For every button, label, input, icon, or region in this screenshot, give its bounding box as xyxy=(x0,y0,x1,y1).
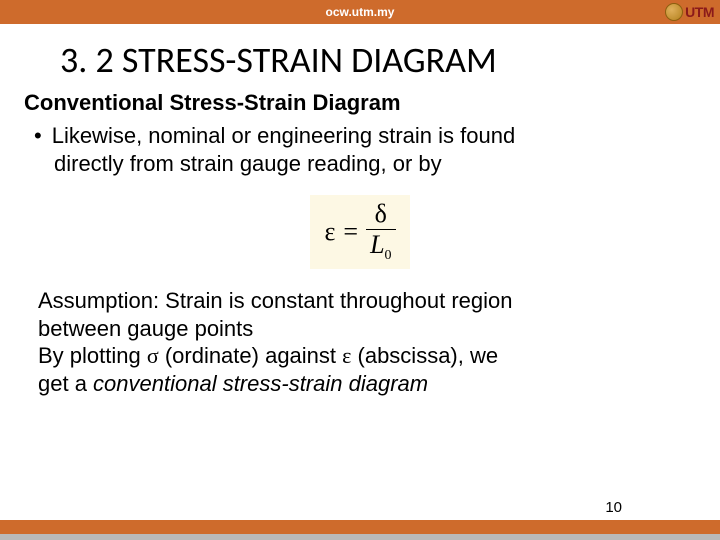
footer-orange-band xyxy=(0,520,720,534)
footer-strip xyxy=(0,520,720,540)
site-url: ocw.utm.my xyxy=(326,5,395,19)
para-l4-pre: get a xyxy=(38,371,93,396)
utm-logo-text: UTM xyxy=(685,4,714,20)
para-l3-post: (abscissa), we xyxy=(351,343,498,368)
para-l3-mid: (ordinate) against xyxy=(159,343,342,368)
para-l3-pre: By plotting xyxy=(38,343,147,368)
utm-crest-icon xyxy=(665,3,683,21)
sub-heading: Conventional Stress-Strain Diagram xyxy=(24,90,696,116)
formula-container: ε = δ L0 xyxy=(24,195,696,269)
top-header-bar: ocw.utm.my UTM xyxy=(0,0,720,24)
strain-formula: ε = δ L0 xyxy=(310,195,409,269)
formula-numerator: δ xyxy=(371,201,391,229)
formula-fraction: δ L0 xyxy=(366,201,395,263)
formula-den-L: L xyxy=(370,230,384,259)
epsilon-symbol: ε xyxy=(342,343,351,368)
bullet-text-line2: directly from strain gauge reading, or b… xyxy=(24,150,696,178)
slide-content: 3. 2 STRESS-STRAIN DIAGRAM Conventional … xyxy=(0,24,720,397)
para-line-2: between gauge points xyxy=(38,315,686,343)
utm-logo: UTM xyxy=(665,0,714,24)
slide-title: 3. 2 STRESS-STRAIN DIAGRAM xyxy=(60,38,696,82)
para-line-4: get a conventional stress-strain diagram xyxy=(38,370,686,398)
footer-grey-band xyxy=(0,534,720,540)
bullet-marker: • xyxy=(34,122,42,150)
formula-equals: = xyxy=(343,217,358,247)
sigma-symbol: σ xyxy=(147,343,159,368)
bullet-item: • Likewise, nominal or engineering strai… xyxy=(24,122,696,150)
bullet-text-line1: Likewise, nominal or engineering strain … xyxy=(52,122,515,150)
assumption-paragraph: Assumption: Strain is constant throughou… xyxy=(24,287,696,397)
formula-epsilon: ε xyxy=(324,217,335,247)
formula-denominator: L0 xyxy=(366,230,395,263)
para-line-1: Assumption: Strain is constant throughou… xyxy=(38,287,686,315)
para-l4-italic: conventional stress-strain diagram xyxy=(93,371,428,396)
para-line-3: By plotting σ (ordinate) against ε (absc… xyxy=(38,342,686,370)
page-number: 10 xyxy=(605,499,622,516)
formula-den-sub: 0 xyxy=(385,248,392,263)
